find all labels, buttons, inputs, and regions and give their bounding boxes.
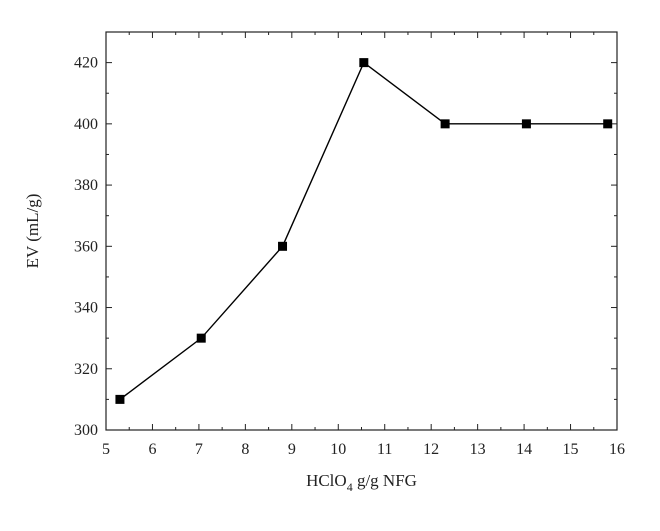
data-point-marker (278, 241, 288, 251)
data-point-marker (359, 58, 369, 68)
series-layer (115, 58, 613, 404)
x-tick-label: 13 (470, 441, 486, 458)
x-axis-label-rest: g/g NFG (353, 471, 417, 490)
x-axis-label-main: HClO (306, 471, 347, 490)
x-axis-label: HClO4 g/g NFG (306, 471, 417, 494)
series-line (119, 61, 608, 400)
y-tick-label: 380 (74, 177, 98, 194)
x-tick-label: 14 (516, 441, 532, 458)
x-tick-label: 5 (102, 441, 110, 458)
y-tick-label: 320 (74, 361, 98, 378)
y-tick-label: 420 (74, 55, 98, 72)
data-point-marker (521, 119, 531, 129)
data-point-marker (196, 333, 206, 343)
data-point-marker (115, 394, 125, 404)
x-tick-label: 15 (563, 441, 579, 458)
x-tick-label: 7 (195, 441, 203, 458)
x-tick-label: 6 (148, 441, 156, 458)
y-axis-ticks: 300 320 340 360 380 400 420 (74, 55, 617, 439)
data-point-marker (440, 119, 450, 129)
y-tick-label: 360 (74, 238, 98, 255)
y-tick-label: 340 (74, 300, 98, 317)
x-tick-label: 16 (609, 441, 625, 458)
x-tick-label: 10 (330, 441, 346, 458)
x-tick-label: 8 (241, 441, 249, 458)
x-axis-label-subscript: 4 (347, 480, 353, 494)
x-axis-ticks: 5 6 7 8 9 10 11 12 13 14 15 16 (102, 32, 625, 458)
data-point-marker (603, 119, 613, 129)
y-tick-label: 400 (74, 116, 98, 133)
x-tick-label: 9 (288, 441, 296, 458)
x-tick-label: 11 (377, 441, 392, 458)
plot-area-frame (105, 31, 618, 431)
y-tick-label: 300 (74, 422, 98, 439)
y-axis-label: EV (mL/g) (23, 194, 42, 269)
x-tick-label: 12 (423, 441, 439, 458)
